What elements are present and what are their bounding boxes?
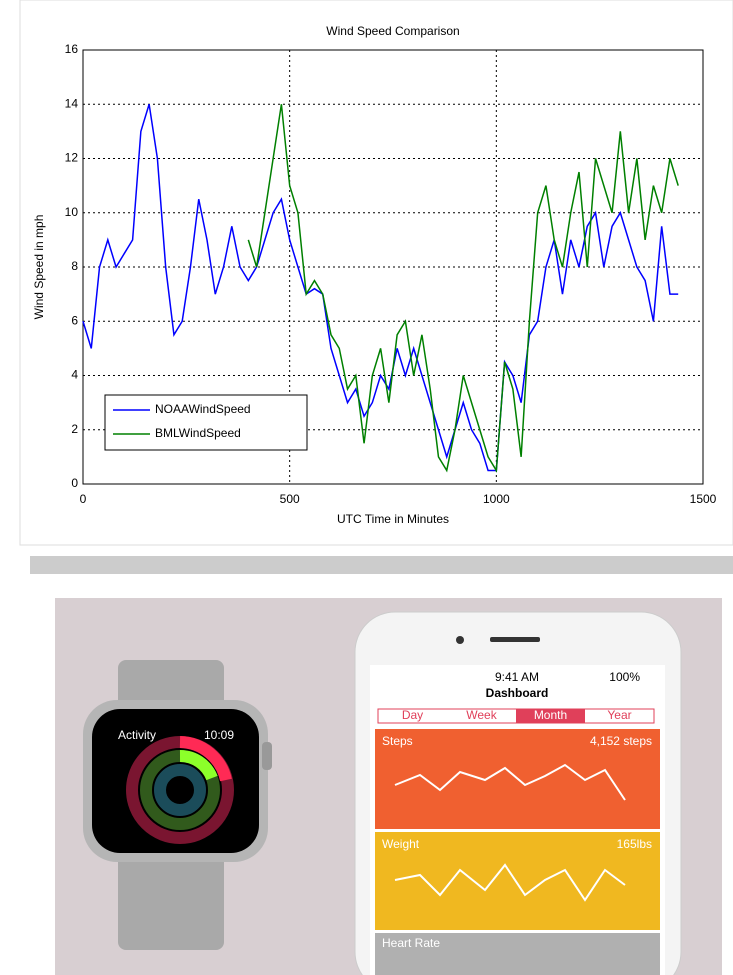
tab-label: Day [402, 708, 423, 722]
y-axis-label: Wind Speed in mph [32, 215, 46, 320]
legend-label: BMLWindSpeed [155, 426, 241, 440]
watch-crown [262, 742, 272, 770]
card-title: Weight [382, 837, 420, 851]
photo: Activity 10:09 9:41 AM 100% Dashboard Da… [55, 598, 722, 975]
y-tick-label: 0 [71, 476, 78, 490]
y-tick-label: 16 [65, 42, 79, 56]
chart-title: Wind Speed Comparison [326, 24, 459, 38]
x-axis-label: UTC Time in Minutes [337, 512, 449, 526]
y-tick-label: 14 [65, 96, 79, 110]
x-tick-label: 500 [280, 492, 300, 506]
phone-camera [456, 636, 464, 644]
y-tick-label: 12 [65, 151, 79, 165]
tab-label: Week [466, 708, 497, 722]
card-title: Heart Rate [382, 936, 440, 950]
battery: 100% [609, 670, 640, 684]
legend [104, 394, 308, 451]
y-tick-label: 8 [71, 259, 78, 273]
tab-label: Month [534, 708, 567, 722]
ring-progress [179, 736, 232, 782]
y-tick-label: 4 [71, 368, 78, 382]
phone-title: Dashboard [486, 686, 549, 700]
y-tick-label: 6 [71, 313, 78, 327]
card-title: Steps [382, 734, 413, 748]
ring-progress [179, 749, 218, 781]
ring [154, 764, 206, 816]
tab-selected [516, 709, 585, 723]
data-line [82, 104, 679, 472]
card [375, 832, 660, 930]
data-line [247, 104, 679, 473]
x-tick-label: 1000 [483, 492, 510, 506]
x-tick-label: 1500 [690, 492, 717, 506]
phone-speaker [490, 637, 540, 642]
sparkline [394, 863, 626, 902]
y-tick-label: 2 [71, 422, 78, 436]
shadow [30, 556, 733, 574]
legend-label: NOAAWindSpeed [155, 402, 251, 416]
watch-app: Activity [118, 728, 156, 742]
card-value: 165lbs [617, 837, 652, 851]
status-time: 9:41 AM [495, 670, 539, 684]
sparkline [394, 763, 626, 801]
y-tick-label: 10 [65, 205, 79, 219]
watch-time: 10:09 [204, 728, 234, 742]
card-value: 4,152 steps [590, 734, 652, 748]
card [375, 933, 660, 975]
tab-label: Year [607, 708, 631, 722]
x-tick-label: 0 [80, 492, 87, 506]
